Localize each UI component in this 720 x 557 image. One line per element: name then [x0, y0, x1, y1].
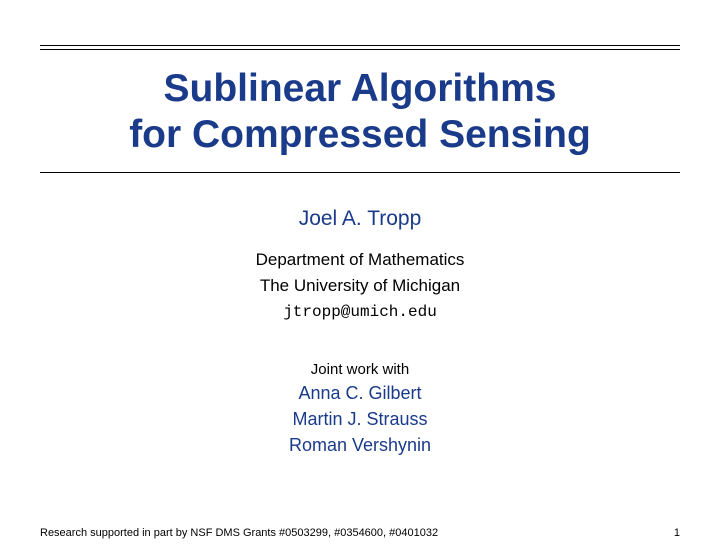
- university: The University of Michigan: [256, 273, 465, 299]
- slide: Sublinear Algorithms for Compressed Sens…: [0, 0, 720, 557]
- collaborator-1: Anna C. Gilbert: [289, 380, 431, 406]
- affiliation-block: Department of Mathematics The University…: [256, 247, 465, 324]
- author-block: Joel A. Tropp: [299, 207, 422, 231]
- joint-work-block: Joint work with Anna C. Gilbert Martin J…: [289, 359, 431, 459]
- footer: Research supported in part by NSF DMS Gr…: [40, 527, 680, 539]
- title-line-1: Sublinear Algorithms: [129, 66, 591, 112]
- support-text: Research supported in part by NSF DMS Gr…: [40, 527, 438, 539]
- email: jtropp@umich.edu: [256, 300, 465, 325]
- collaborator-3: Roman Vershynin: [289, 432, 431, 458]
- department: Department of Mathematics: [256, 247, 465, 273]
- separator-rule: [40, 172, 680, 173]
- joint-label: Joint work with: [289, 359, 431, 381]
- author-name: Joel A. Tropp: [299, 207, 422, 231]
- title-block: Sublinear Algorithms for Compressed Sens…: [129, 50, 591, 172]
- title-line-2: for Compressed Sensing: [129, 112, 591, 158]
- collaborator-2: Martin J. Strauss: [289, 406, 431, 432]
- page-number: 1: [674, 527, 680, 539]
